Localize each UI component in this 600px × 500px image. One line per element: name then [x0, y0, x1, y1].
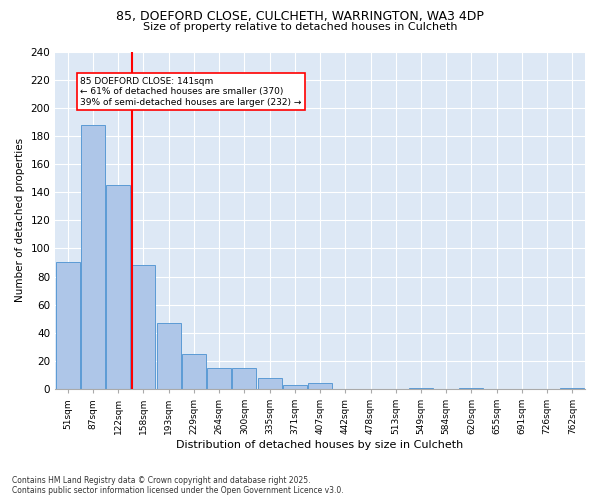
Bar [257, 378, 281, 389]
Bar [283, 385, 307, 389]
Text: 85, DOEFORD CLOSE, CULCHETH, WARRINGTON, WA3 4DP: 85, DOEFORD CLOSE, CULCHETH, WARRINGTON,… [116, 10, 484, 23]
Text: Contains HM Land Registry data © Crown copyright and database right 2025.
Contai: Contains HM Land Registry data © Crown c… [12, 476, 344, 495]
Bar [207, 368, 231, 389]
Bar [560, 388, 584, 389]
X-axis label: Distribution of detached houses by size in Culcheth: Distribution of detached houses by size … [176, 440, 464, 450]
Bar [131, 266, 155, 389]
Text: 85 DOEFORD CLOSE: 141sqm
← 61% of detached houses are smaller (370)
39% of semi-: 85 DOEFORD CLOSE: 141sqm ← 61% of detach… [80, 77, 302, 106]
Bar [232, 368, 256, 389]
Bar [56, 262, 80, 389]
Bar [81, 124, 105, 389]
Bar [182, 354, 206, 389]
Bar [157, 323, 181, 389]
Bar [409, 388, 433, 389]
Bar [460, 388, 484, 389]
Text: Size of property relative to detached houses in Culcheth: Size of property relative to detached ho… [143, 22, 457, 32]
Bar [106, 185, 130, 389]
Y-axis label: Number of detached properties: Number of detached properties [15, 138, 25, 302]
Bar [308, 384, 332, 389]
